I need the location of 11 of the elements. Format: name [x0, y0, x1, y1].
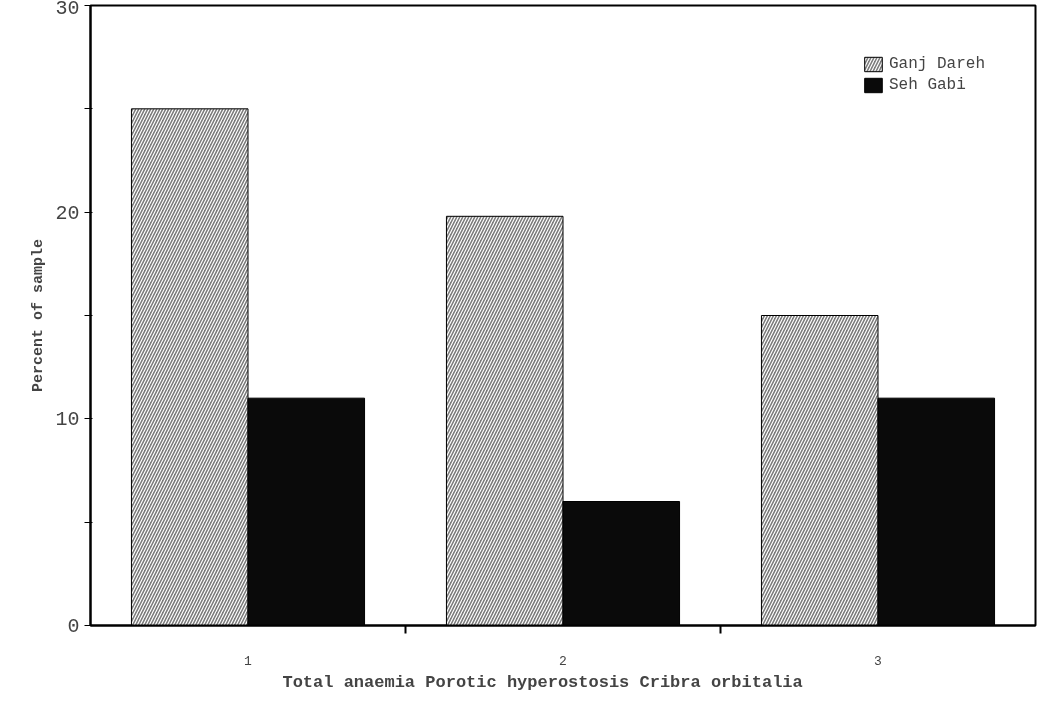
x-tick-label: 3	[874, 653, 882, 669]
y-tick-label: 20	[55, 201, 80, 225]
y-tick-label: 10	[55, 408, 80, 432]
x-axis-title: Total anaemia Porotic hyperostosis Cribra orbitalia	[282, 672, 803, 692]
y-tick-label: 30	[55, 0, 80, 20]
y-tick-label: 0	[67, 615, 80, 638]
y-axis-title: Percent of sample	[30, 238, 48, 393]
legend-label: Seh Gabi	[888, 76, 966, 94]
x-tick-label: 1	[244, 653, 253, 669]
x-tick-label: 2	[559, 653, 567, 669]
legend-label: Ganj Dareh	[888, 55, 985, 73]
